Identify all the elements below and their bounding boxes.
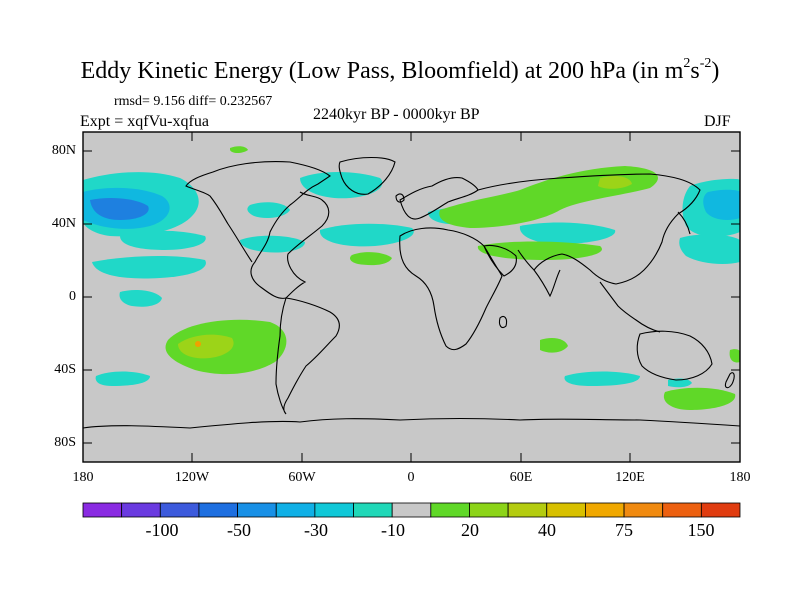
madagascar [498,315,508,329]
subtropical-pacific-band [92,256,206,279]
lon-label: 120W [174,470,210,485]
new-zealand-coast [724,372,735,389]
colorbar-label: 150 [687,520,715,540]
southeast-asia-coast [599,281,661,333]
coastlines [83,156,740,429]
colorbar-label: -100 [145,520,179,540]
anomaly-fields [83,146,740,410]
north-pacific-center [90,198,149,220]
colorbar-swatch [507,502,548,518]
colorbar-swatch [314,502,354,518]
arctic-cyan [247,202,290,218]
colorbar-swatch [546,502,586,518]
mid-atlantic-positive [350,252,392,266]
southern-ocean-cyan-2 [564,371,640,386]
southern-ocean-cyan-3 [668,378,692,388]
colorbar-label: 75 [615,520,633,540]
arabia-coast [483,244,517,277]
lat-label: 40S [54,362,76,377]
south-west-indian-anomaly [729,349,740,363]
south-pacific-peak [195,341,201,347]
experiment-label: Expt = xqfVu-xqfua [80,113,209,130]
north-america-coast [185,161,331,299]
lon-label: 60W [288,470,316,485]
colorbar-label: -10 [381,520,405,540]
colorbar-swatch [623,502,664,518]
west-pacific-band [120,230,206,250]
lat-label: 80S [54,435,76,450]
north-atlantic-anomaly [300,172,383,199]
lon-label: 0 [407,470,415,485]
season-label: DJF [704,113,731,130]
colorbar-label: 40 [538,520,556,540]
colorbar-swatch [469,502,509,518]
australia-coast [636,330,713,381]
colorbar-swatch [237,502,277,518]
colorbar-swatch [275,502,316,518]
lon-label: 60E [509,470,533,485]
asia-band [519,222,616,244]
south-pacific-cyan [119,290,162,307]
colorbar-swatch [700,502,741,518]
india-coast [533,269,561,298]
south-america-coast [275,297,340,415]
colorbar-swatch [82,502,123,518]
plot-title: Eddy Kinetic Energy (Low Pass, Bloomfiel… [80,56,720,85]
colorbar-label: -30 [304,520,328,540]
west-pacific-core [703,189,740,220]
south-atlantic-anomaly [540,338,568,353]
lat-tick-marks [83,150,740,444]
colorbar-swatch [353,502,393,518]
colorbar-swatch [585,502,625,518]
eurasia-positive-core [598,176,632,189]
lat-label: 40N [51,216,76,231]
colorbar-swatch [662,502,702,518]
lon-tick-marks [82,132,741,462]
lat-label: 80N [51,143,76,158]
north-america-band [240,235,305,253]
east-asia-band [679,234,740,264]
colorbar-swatch [121,502,161,518]
africa-coast [399,227,503,351]
colorbar-swatch [391,502,432,518]
lon-label: 120E [615,470,645,485]
lon-label: 180 [729,470,751,485]
antarctica-coast [83,417,740,429]
colorbar-swatch [430,502,470,518]
colorbar-swatch [159,502,200,518]
north-africa-anomaly [477,241,602,260]
south-pacific-positive-core [178,334,234,359]
lat-label: 0 [69,289,76,304]
british-isles [395,193,405,203]
indian-ocean-anomaly [663,387,736,410]
period-label: 2240kyr BP - 0000kyr BP [313,106,480,123]
colorbar [82,502,741,518]
colorbar-swatch [198,502,238,518]
greenland-coast [338,156,396,195]
stats-text: rmsd= 9.156 diff= 0.232567 [114,94,273,109]
colorbar-label: -50 [227,520,251,540]
lon-label: 180 [72,470,94,485]
mid-atlantic-band [319,223,414,247]
southern-ocean-cyan-1 [95,371,150,386]
asia-coast [477,173,701,285]
colorbar-label: 20 [461,520,479,540]
arctic-anomaly [230,146,248,153]
japan-coast [677,211,691,235]
